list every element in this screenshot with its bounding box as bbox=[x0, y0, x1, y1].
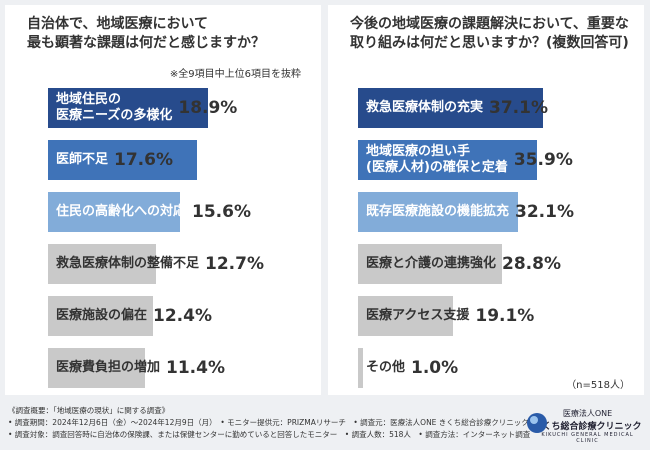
value-label: 19.1% bbox=[475, 306, 535, 326]
bar-row: 医師不足 17.6% bbox=[48, 140, 197, 180]
bar bbox=[358, 296, 454, 336]
title-line: 最も顕著な課題は何だと感じますか？ bbox=[27, 35, 265, 51]
bar-label: 救急医療体制の充実 bbox=[366, 100, 484, 115]
bar-label: 救急医療体制の整備不足 bbox=[56, 256, 200, 271]
note: ※全9項目中上位6項目を抜粋 bbox=[169, 69, 301, 80]
footer-line: • 調査期間：2024年12月6日（金）〜2024年12月9日（月） • モニタ… bbox=[8, 418, 529, 427]
logo: 医療法人ONE きくち総合診療クリニック KIKUCHI GENERAL MED… bbox=[527, 408, 645, 444]
bar bbox=[358, 88, 543, 128]
bar-label: 地域医療の担い手 (医療人材)の確保と定着 bbox=[366, 144, 508, 175]
value-label: 17.6% bbox=[114, 150, 173, 170]
footer-line: • 調査対象：調査回答時に自治体の保険課、または保健センターに勤めていると回答し… bbox=[8, 430, 531, 439]
logo-icon bbox=[527, 413, 547, 433]
bar-label: その他 bbox=[366, 360, 406, 375]
bar-label: 医療と介護の連携強化 bbox=[366, 256, 497, 271]
value-label: 12.7% bbox=[205, 254, 264, 274]
bar bbox=[358, 244, 502, 284]
bar-row: 地域住民の 医療ニーズの多様化 18.9% bbox=[48, 88, 237, 128]
chart-title: 自治体で、地域医療において最も顕著な課題は何だと感じますか？ bbox=[27, 15, 265, 53]
logo-english: KIKUCHI GENERAL MEDICAL CLINIC bbox=[541, 432, 634, 444]
sample-size: （n=518人） bbox=[566, 380, 630, 391]
bar-row: 医療と介護の連携強化 28.8% bbox=[358, 244, 561, 284]
footer: 《調査概要：「地域医療の現状」に関する調査》 • 調査期間：2024年12月6日（… bbox=[8, 405, 530, 441]
bar-label: 住民の高齢化への対応 bbox=[56, 204, 187, 219]
title-line: 取り組みは何だと思いますか？(複数回答可) bbox=[350, 35, 629, 51]
value-label: 18.9% bbox=[178, 98, 238, 118]
bar bbox=[48, 244, 156, 284]
bar bbox=[48, 348, 145, 388]
value-label: 37.1% bbox=[489, 98, 548, 118]
value-label: 11.4% bbox=[166, 358, 225, 378]
bar-row: 救急医療体制の整備不足 12.7% bbox=[48, 244, 264, 284]
chart-panel: 今後の地域医療の課題解決において、重要な 取り組みは何だと思いますか？(複数回答可… bbox=[328, 5, 644, 395]
bar-label: 医療アクセス支援 bbox=[366, 308, 470, 323]
chart-panel: 自治体で、地域医療において最も顕著な課題は何だと感じますか？ ※全9項目中上位6項… bbox=[5, 5, 321, 395]
chart-title: 今後の地域医療の課題解決において、重要な 取り組みは何だと思いますか？(複数回答可… bbox=[350, 15, 629, 53]
bar bbox=[358, 192, 519, 232]
bar-label: 医療費負担の増加 bbox=[56, 360, 161, 375]
bar-row: 医療費負担の増加 11.4% bbox=[48, 348, 225, 388]
logo-clinic: きくち総合診療クリニック bbox=[533, 422, 642, 432]
title-line: 今後の地域医療の課題解決において、重要な bbox=[350, 16, 629, 32]
title-line: 自治体で、地域医療において bbox=[27, 16, 209, 32]
value-label: 12.4% bbox=[153, 306, 212, 326]
bar bbox=[48, 296, 153, 336]
bar-row: 医療施設の偏在 12.4% bbox=[48, 296, 212, 336]
value-label: 35.9% bbox=[513, 150, 573, 170]
bar-row: 救急医療体制の充実 37.1% bbox=[358, 88, 548, 128]
bar-row: 住民の高齢化への対応 15.6% bbox=[48, 192, 251, 232]
bar-label: 医師不足 bbox=[56, 152, 109, 167]
footer-line: 《調査概要：「地域医療の現状」に関する調査》 bbox=[8, 406, 170, 415]
bar-row: 医療アクセス支援 19.1% bbox=[358, 296, 534, 336]
bar bbox=[358, 348, 363, 388]
bar bbox=[48, 140, 197, 180]
bar-row: その他 1.0% bbox=[358, 348, 458, 388]
bar bbox=[48, 88, 208, 128]
bar bbox=[48, 192, 181, 232]
bar bbox=[358, 140, 538, 180]
value-label: 15.6% bbox=[192, 202, 251, 222]
bar-label: 既存医療施設の機能拡充 bbox=[366, 204, 510, 219]
bar-label: 医療施設の偏在 bbox=[56, 308, 148, 323]
bar-label: 地域住民の 医療ニーズの多様化 bbox=[56, 92, 173, 123]
value-label: 1.0% bbox=[411, 358, 459, 378]
logo-name: 医療法人ONE bbox=[562, 409, 613, 418]
bar-row: 地域医療の担い手 (医療人材)の確保と定着 35.9% bbox=[358, 140, 573, 180]
bar-row: 既存医療施設の機能拡充 32.1% bbox=[358, 192, 574, 232]
value-label: 28.8% bbox=[502, 254, 561, 274]
value-label: 32.1% bbox=[515, 202, 574, 222]
